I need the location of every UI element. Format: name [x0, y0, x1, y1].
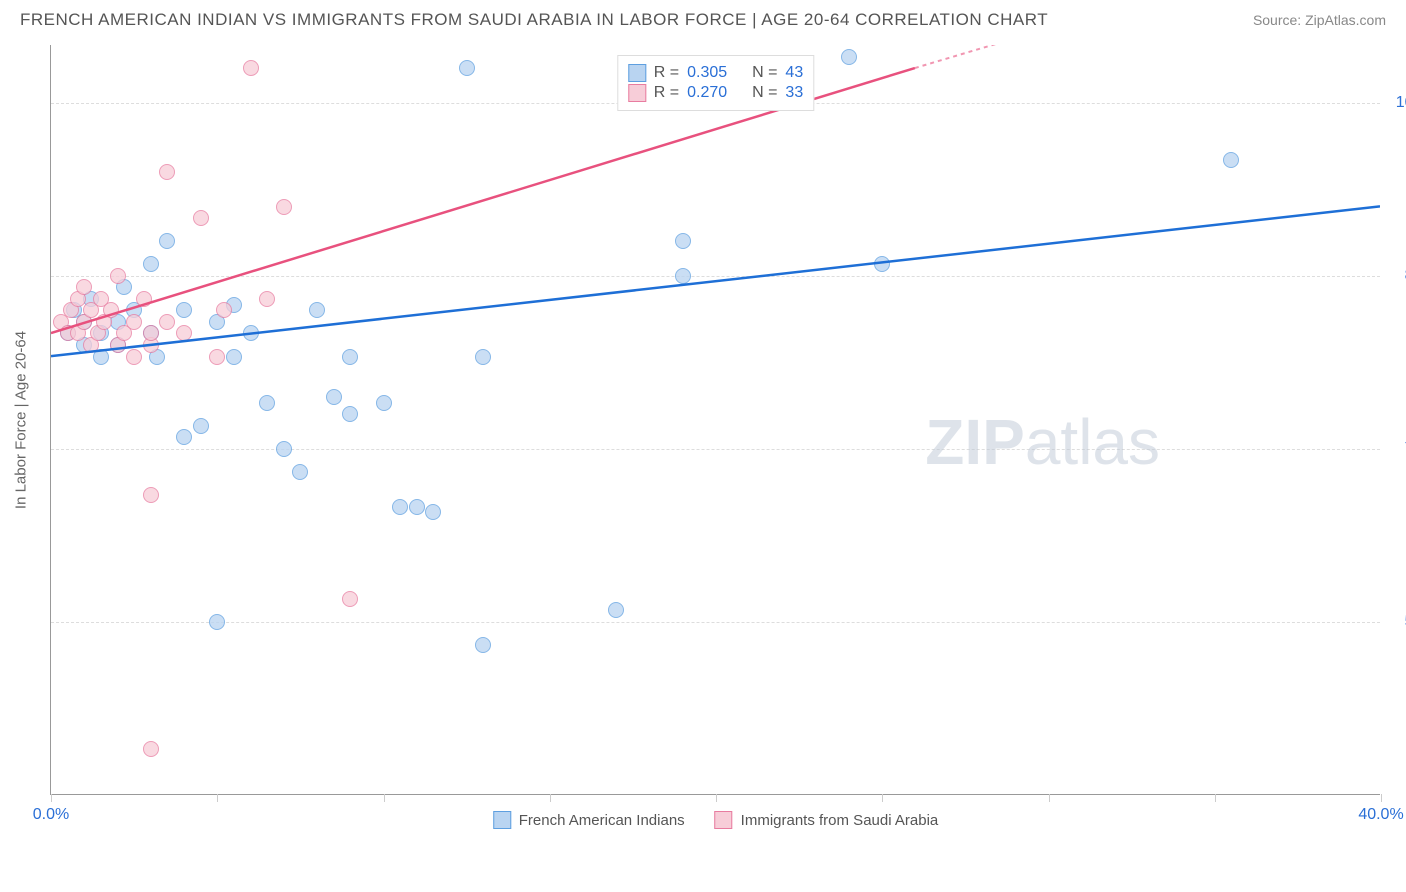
data-point-pink — [110, 268, 126, 284]
data-point-blue — [159, 233, 175, 249]
data-point-blue — [409, 499, 425, 515]
x-tick — [1381, 794, 1382, 802]
legend-series: French American Indians Immigrants from S… — [493, 811, 939, 829]
data-point-pink — [143, 487, 159, 503]
x-tick — [51, 794, 52, 802]
x-tick-label: 40.0% — [1358, 806, 1403, 824]
data-point-pink — [103, 302, 119, 318]
chart-header: FRENCH AMERICAN INDIAN VS IMMIGRANTS FRO… — [0, 0, 1406, 35]
data-point-blue — [209, 614, 225, 630]
x-tick — [550, 794, 551, 802]
data-point-blue — [226, 349, 242, 365]
data-point-pink — [276, 199, 292, 215]
data-point-blue — [459, 60, 475, 76]
data-point-blue — [326, 389, 342, 405]
swatch-icon — [493, 811, 511, 829]
x-tick — [882, 794, 883, 802]
trend-lines — [51, 45, 1380, 794]
r-value: 0.305 — [687, 64, 727, 82]
legend-correlation: R = 0.305 N = 43 R = 0.270 N = 33 — [617, 55, 814, 111]
data-point-blue — [1223, 152, 1239, 168]
x-tick — [1215, 794, 1216, 802]
y-tick-label: 70.0% — [1390, 440, 1406, 458]
y-tick-label: 85.0% — [1390, 267, 1406, 285]
r-value: 0.270 — [687, 84, 727, 102]
data-point-blue — [143, 256, 159, 272]
data-point-blue — [259, 395, 275, 411]
data-point-blue — [475, 637, 491, 653]
data-point-blue — [342, 406, 358, 422]
data-point-pink — [126, 349, 142, 365]
y-tick-label: 55.0% — [1390, 613, 1406, 631]
r-label: R = — [654, 64, 679, 82]
data-point-blue — [608, 602, 624, 618]
legend-series-item: French American Indians — [493, 811, 685, 829]
data-point-blue — [841, 49, 857, 65]
swatch-icon — [715, 811, 733, 829]
data-point-pink — [209, 349, 225, 365]
data-point-pink — [136, 291, 152, 307]
x-tick — [1049, 794, 1050, 802]
data-point-blue — [475, 349, 491, 365]
data-point-blue — [675, 268, 691, 284]
swatch-pink — [628, 84, 646, 102]
x-tick-label: 0.0% — [33, 806, 69, 824]
data-point-pink — [176, 325, 192, 341]
n-label: N = — [752, 64, 777, 82]
r-label: R = — [654, 84, 679, 102]
legend-series-label: French American Indians — [519, 812, 685, 829]
legend-series-label: Immigrants from Saudi Arabia — [741, 812, 939, 829]
data-point-pink — [159, 164, 175, 180]
x-tick — [716, 794, 717, 802]
scatter-chart: In Labor Force | Age 20-64 ZIPatlas R = … — [50, 45, 1380, 795]
data-point-pink — [76, 279, 92, 295]
data-point-pink — [143, 325, 159, 341]
data-point-blue — [425, 504, 441, 520]
legend-correlation-row: R = 0.270 N = 33 — [628, 84, 803, 102]
data-point-blue — [392, 499, 408, 515]
y-axis-title: In Labor Force | Age 20-64 — [13, 330, 30, 508]
gridline-h — [51, 276, 1380, 277]
swatch-blue — [628, 64, 646, 82]
data-point-blue — [193, 418, 209, 434]
data-point-pink — [143, 741, 159, 757]
data-point-pink — [193, 210, 209, 226]
data-point-pink — [159, 314, 175, 330]
data-point-blue — [874, 256, 890, 272]
data-point-pink — [126, 314, 142, 330]
chart-source: Source: ZipAtlas.com — [1253, 12, 1386, 28]
data-point-pink — [342, 591, 358, 607]
y-tick-label: 100.0% — [1390, 94, 1406, 112]
n-label: N = — [752, 84, 777, 102]
data-point-blue — [309, 302, 325, 318]
data-point-pink — [243, 60, 259, 76]
data-point-blue — [675, 233, 691, 249]
trend-line-dash-pink — [915, 45, 1148, 68]
data-point-blue — [292, 464, 308, 480]
data-point-blue — [342, 349, 358, 365]
n-value: 43 — [785, 64, 803, 82]
data-point-pink — [259, 291, 275, 307]
gridline-h — [51, 622, 1380, 623]
data-point-blue — [243, 325, 259, 341]
chart-title: FRENCH AMERICAN INDIAN VS IMMIGRANTS FRO… — [20, 10, 1048, 30]
watermark: ZIPatlas — [925, 405, 1160, 479]
gridline-h — [51, 449, 1380, 450]
legend-series-item: Immigrants from Saudi Arabia — [715, 811, 939, 829]
data-point-blue — [176, 429, 192, 445]
watermark-atlas: atlas — [1025, 406, 1160, 478]
data-point-pink — [216, 302, 232, 318]
x-tick — [217, 794, 218, 802]
data-point-blue — [376, 395, 392, 411]
legend-correlation-row: R = 0.305 N = 43 — [628, 64, 803, 82]
data-point-blue — [276, 441, 292, 457]
n-value: 33 — [785, 84, 803, 102]
data-point-blue — [176, 302, 192, 318]
watermark-zip: ZIP — [925, 406, 1025, 478]
x-tick — [384, 794, 385, 802]
